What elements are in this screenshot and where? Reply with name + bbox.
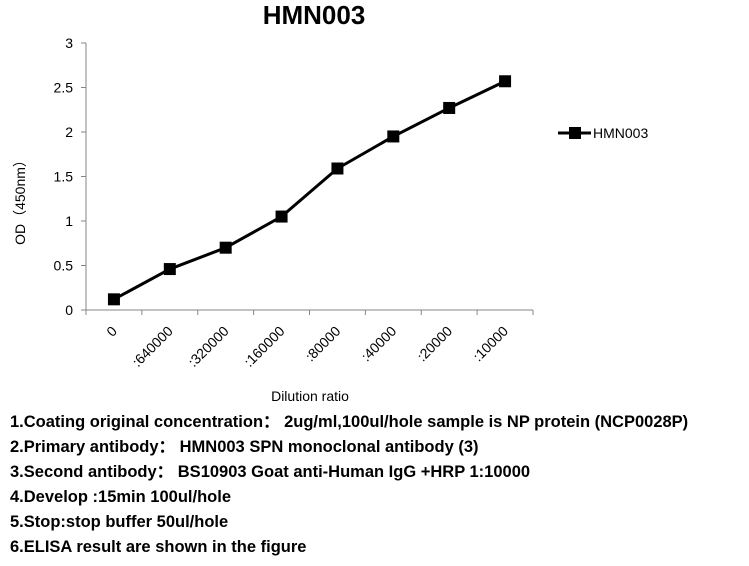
x-tick-label: :80000	[302, 323, 344, 365]
legend: HMN003	[558, 125, 648, 141]
x-tick-label: 0	[103, 323, 120, 340]
note-coating: 1.Coating original concentration： 2ug/ml…	[10, 413, 689, 431]
x-tick-label: :160000	[241, 323, 288, 370]
data-point-marker	[331, 162, 344, 175]
note-result: 6.ELISA result are shown in the figure	[10, 538, 307, 556]
y-tick-label: 2.5	[54, 80, 74, 96]
series-plot	[107, 75, 512, 306]
y-tick-label: 0	[65, 302, 73, 318]
legend-label: HMN003	[593, 125, 648, 141]
x-tick-label: :10000	[470, 323, 512, 365]
x-tick-label: :40000	[358, 323, 400, 365]
legend-marker	[569, 127, 581, 139]
y-tick-label: 2	[65, 124, 73, 140]
data-point-marker	[163, 263, 176, 276]
experiment-notes: 1.Coating original concentration： 2ug/ml…	[10, 410, 745, 560]
x-tick-labels: 0 :640000:320000:160000 :80000 :40000 :20000…	[103, 323, 511, 370]
x-tick-label: :20000	[414, 323, 456, 365]
y-tick-label: 3	[65, 35, 73, 51]
data-point-marker	[499, 75, 512, 88]
note-stop: 5.Stop:stop buffer 50ul/hole	[10, 513, 229, 531]
data-point-marker	[443, 101, 456, 114]
data-point-marker	[387, 130, 400, 143]
data-point-marker	[219, 241, 232, 254]
y-axis-label: OD（450nm）	[12, 153, 28, 245]
x-tick-label: :640000	[129, 323, 176, 370]
data-point-marker	[275, 210, 288, 223]
y-tick-label: 0.5	[54, 258, 74, 274]
x-tick-label: :320000	[185, 323, 232, 370]
note-second-antibody: 3.Second antibody： BS10903 Goat anti-Hum…	[10, 463, 531, 481]
y-tick-labels: 0 0.5 1 1.5 2 2.5 3	[54, 35, 74, 318]
elisa-line-chart: HMN003 0 0.5 1 1.5 2 2.5 3 0 :640000:320000:160…	[12, 0, 648, 404]
axes	[81, 42, 534, 315]
data-point-marker	[107, 293, 120, 306]
note-develop: 4.Develop :15min 100ul/hole	[10, 488, 231, 506]
series-line	[113, 79, 506, 301]
chart-title: HMN003	[263, 0, 366, 30]
y-tick-label: 1.5	[54, 169, 74, 185]
y-tick-label: 1	[65, 213, 73, 229]
note-primary-antibody: 2.Primary antibody： HMN003 SPN monoclona…	[10, 438, 479, 456]
x-axis-label: Dilution ratio	[271, 388, 349, 404]
